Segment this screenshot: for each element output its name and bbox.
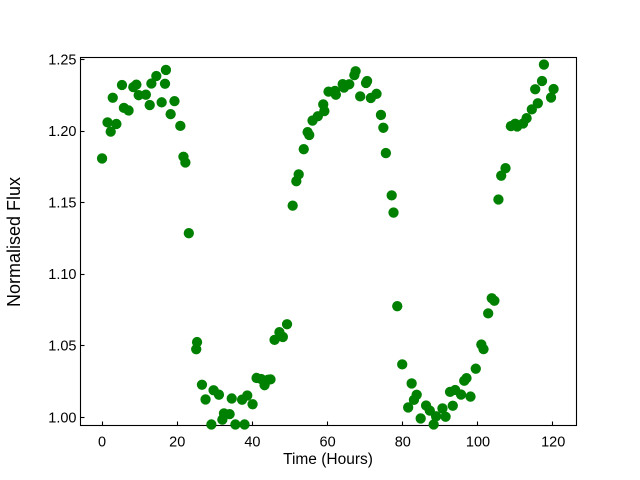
svg-text:0: 0 [98,435,106,451]
svg-text:1.25: 1.25 [48,53,76,69]
svg-text:1.10: 1.10 [48,267,76,283]
svg-text:1.15: 1.15 [48,196,76,212]
svg-text:80: 80 [395,435,411,451]
svg-text:Time (Hours): Time (Hours) [283,451,373,468]
svg-text:40: 40 [244,435,260,451]
svg-text:100: 100 [466,435,490,451]
svg-text:20: 20 [169,435,185,451]
svg-text:1.00: 1.00 [48,410,76,426]
svg-text:Normalised Flux: Normalised Flux [4,177,24,307]
svg-text:1.05: 1.05 [48,339,76,355]
svg-text:120: 120 [541,435,565,451]
svg-text:1.20: 1.20 [48,124,76,140]
svg-text:60: 60 [320,435,336,451]
